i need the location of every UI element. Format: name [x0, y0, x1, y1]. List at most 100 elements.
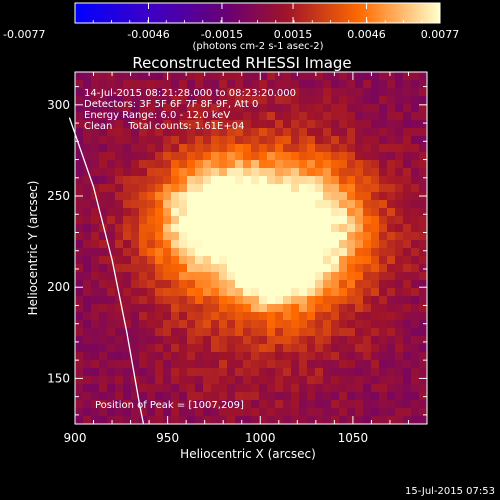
- heatmap-cell: [179, 160, 188, 169]
- heatmap-cell: [139, 264, 148, 273]
- heatmap-cell: [179, 136, 188, 145]
- heatmap-cell: [387, 336, 396, 345]
- heatmap-cell: [419, 88, 428, 97]
- heatmap-cell: [395, 88, 404, 97]
- heatmap-cell: [195, 224, 204, 233]
- heatmap-cell: [299, 240, 308, 249]
- heatmap-cell: [411, 152, 420, 161]
- heatmap-cell: [75, 152, 84, 161]
- heatmap-cell: [363, 208, 372, 217]
- heatmap-cell: [363, 368, 372, 377]
- heatmap-cell: [259, 360, 268, 369]
- heatmap-cell: [307, 168, 316, 177]
- annotation-block: 14-Jul-2015 08:21:28.000 to 08:23:20.000…: [84, 88, 296, 411]
- heatmap-cell: [283, 280, 292, 289]
- heatmap-cell: [83, 360, 92, 369]
- heatmap-cell: [323, 176, 332, 185]
- heatmap-cell: [419, 240, 428, 249]
- footer-timestamp: 15-Jul-2015 07:53: [405, 486, 495, 497]
- heatmap-cell: [363, 192, 372, 201]
- heatmap-cell: [411, 80, 420, 89]
- heatmap-cell: [147, 112, 156, 121]
- heatmap-cell: [259, 152, 268, 161]
- heatmap-cell: [203, 200, 212, 209]
- heatmap-cell: [395, 160, 404, 169]
- heatmap-cell: [115, 112, 124, 121]
- heatmap-cell: [267, 384, 276, 393]
- heatmap-cell: [163, 288, 172, 297]
- heatmap-cell: [187, 328, 196, 337]
- heatmap-cell: [83, 248, 92, 257]
- heatmap-cell: [219, 160, 228, 169]
- heatmap-cell: [339, 280, 348, 289]
- heatmap-cell: [331, 128, 340, 137]
- heatmap-cell: [163, 392, 172, 401]
- heatmap-cell: [299, 176, 308, 185]
- heatmap-cell: [115, 360, 124, 369]
- heatmap-cell: [155, 184, 164, 193]
- heatmap-cell: [339, 416, 348, 425]
- heatmap-cell: [139, 408, 148, 417]
- heatmap-cell: [283, 144, 292, 153]
- heatmap-cell: [259, 192, 268, 201]
- heatmap-cell: [171, 200, 180, 209]
- heatmap-cell: [211, 272, 220, 281]
- heatmap-cell: [259, 392, 268, 401]
- heatmap-cell: [195, 344, 204, 353]
- heatmap-cell: [195, 392, 204, 401]
- heatmap-cell: [75, 408, 84, 417]
- heatmap-cell: [411, 392, 420, 401]
- heatmap-cell: [163, 168, 172, 177]
- heatmap-cell: [347, 376, 356, 385]
- heatmap-cell: [83, 320, 92, 329]
- heatmap-cell: [187, 368, 196, 377]
- heatmap-cell: [267, 304, 276, 313]
- heatmap-cell: [115, 96, 124, 105]
- heatmap-cell: [275, 192, 284, 201]
- heatmap-cell: [371, 88, 380, 97]
- heatmap-cell: [107, 264, 116, 273]
- heatmap-cell: [115, 208, 124, 217]
- heatmap-cell: [147, 232, 156, 241]
- heatmap-cell: [131, 288, 140, 297]
- heatmap-cell: [403, 224, 412, 233]
- heatmap-cell: [363, 240, 372, 249]
- heatmap-cell: [331, 344, 340, 353]
- heatmap-cell: [115, 296, 124, 305]
- heatmap-cell: [419, 160, 428, 169]
- heatmap-cell: [99, 152, 108, 161]
- heatmap-cell: [75, 256, 84, 265]
- heatmap-cell: [267, 408, 276, 417]
- heatmap-cell: [99, 344, 108, 353]
- heatmap-cell: [395, 384, 404, 393]
- heatmap-cell: [163, 256, 172, 265]
- heatmap-cell: [371, 344, 380, 353]
- heatmap-cell: [347, 352, 356, 361]
- heatmap-cell: [283, 288, 292, 297]
- heatmap-cell: [131, 312, 140, 321]
- heatmap-cell: [187, 216, 196, 225]
- heatmap-cell: [187, 248, 196, 257]
- heatmap-cell: [227, 232, 236, 241]
- heatmap-cell: [219, 344, 228, 353]
- heatmap-cell: [251, 176, 260, 185]
- heatmap-cell: [315, 176, 324, 185]
- heatmap-cell: [259, 120, 268, 129]
- heatmap-cell: [363, 264, 372, 273]
- heatmap-cell: [315, 168, 324, 177]
- heatmap-cell: [75, 312, 84, 321]
- heatmap-cell: [163, 152, 172, 161]
- heatmap-cell: [147, 96, 156, 105]
- heatmap-cell: [227, 360, 236, 369]
- heatmap-cell: [163, 272, 172, 281]
- heatmap-cell: [115, 184, 124, 193]
- heatmap-cell: [411, 296, 420, 305]
- heatmap-cell: [267, 288, 276, 297]
- heatmap-cell: [251, 112, 260, 121]
- heatmap-cell: [107, 192, 116, 201]
- heatmap-cell: [259, 296, 268, 305]
- heatmap-cell: [307, 80, 316, 89]
- heatmap-cell: [235, 344, 244, 353]
- heatmap-cell: [83, 136, 92, 145]
- heatmap-cell: [83, 280, 92, 289]
